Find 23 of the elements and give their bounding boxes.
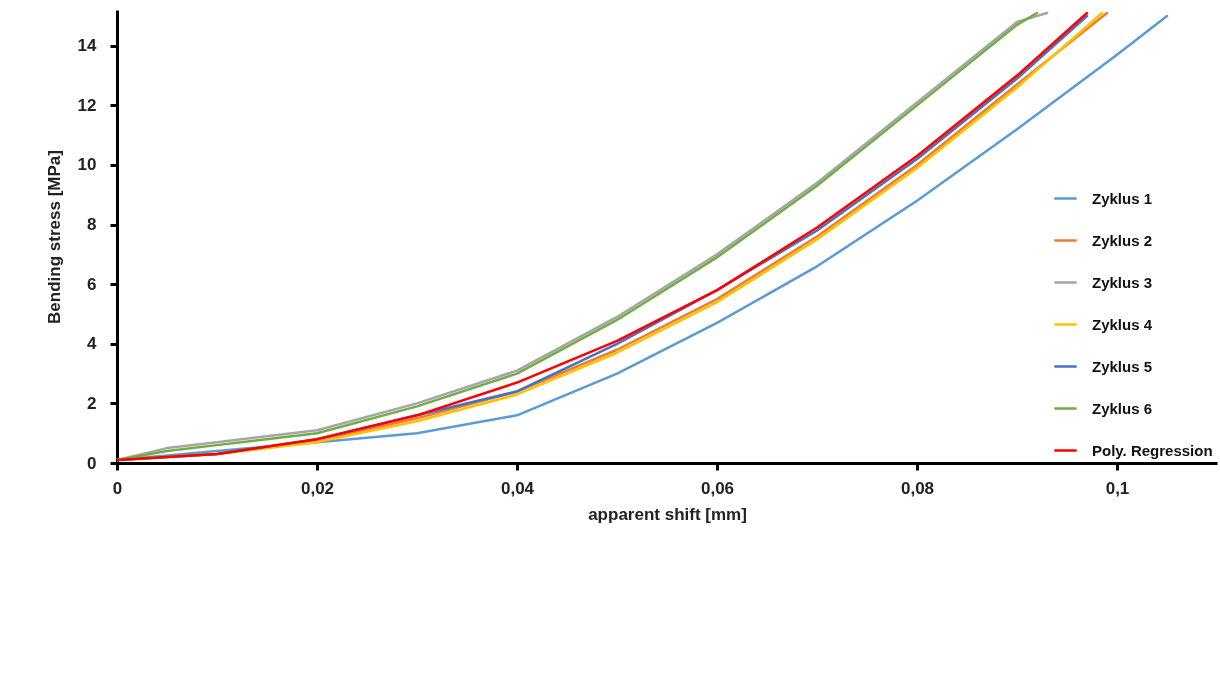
x-axis-title: apparent shift [mm]	[588, 504, 747, 524]
y-axis-title: Bending stress [MPa]	[44, 150, 64, 324]
x-tick-label: 0,02	[300, 478, 335, 498]
y-tick-label: 14	[77, 36, 98, 56]
legend-label: Zyklus 5	[1092, 357, 1153, 375]
legend-label: Zyklus 4	[1092, 315, 1153, 333]
legend-label: Zyklus 3	[1092, 273, 1153, 291]
y-tick-label: 6	[87, 274, 97, 294]
x-tick-label: 0,08	[900, 478, 935, 498]
legend-label: Zyklus 6	[1092, 399, 1153, 417]
y-tick-label: 4	[87, 334, 98, 354]
x-tick-label: 0,1	[1105, 478, 1130, 498]
y-tick-label: 0	[87, 453, 97, 473]
legend-label: Zyklus 1	[1092, 189, 1153, 207]
y-tick-label: 2	[87, 393, 97, 413]
y-tick-label: 12	[77, 95, 97, 115]
x-tick-label: 0,04	[500, 478, 535, 498]
legend-label: Poly. Regression	[1092, 441, 1213, 459]
legend-label: Zyklus 2	[1092, 231, 1153, 249]
x-tick-label: 0	[112, 478, 123, 498]
x-tick-label: 0,06	[700, 478, 735, 498]
y-tick-label: 10	[77, 155, 97, 175]
y-tick-label: 8	[87, 215, 97, 235]
